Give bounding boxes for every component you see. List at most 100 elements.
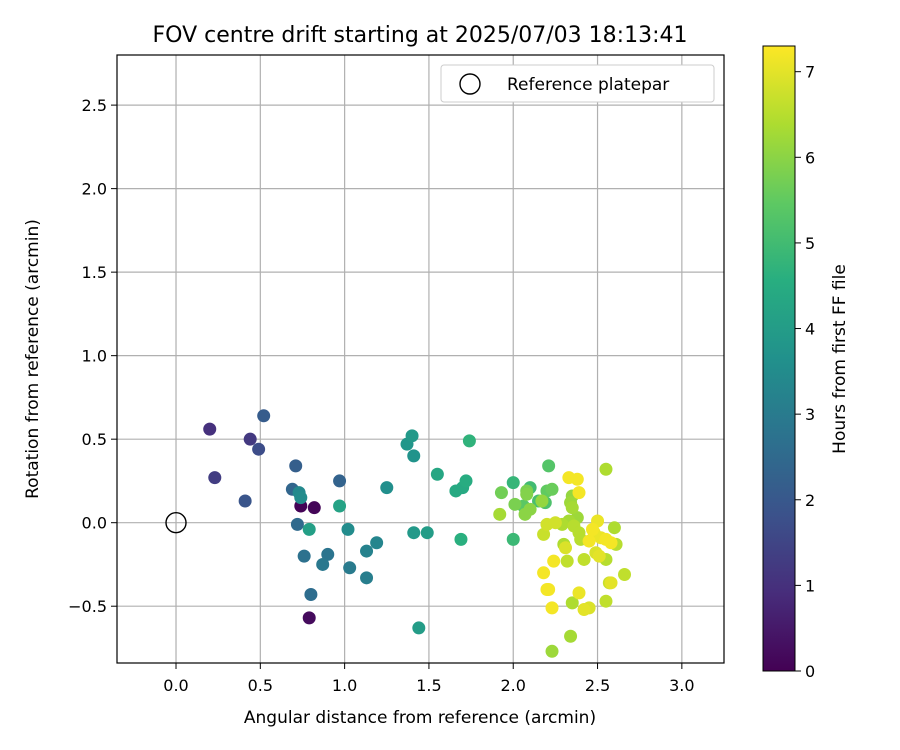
data-point: [564, 629, 578, 643]
x-tick-label: 2.5: [585, 676, 610, 695]
data-point: [537, 527, 551, 541]
data-point: [302, 611, 316, 625]
data-point: [565, 596, 579, 610]
legend: Reference platepar: [440, 64, 715, 103]
legend-box: [440, 64, 715, 103]
data-point: [535, 494, 549, 508]
colorbar-ticks: 0 1 2 3 4 5 6 7: [795, 63, 815, 681]
x-tick-label: 3.0: [669, 676, 694, 695]
data-point: [459, 474, 473, 488]
colorbar-tick-label: 3: [805, 405, 815, 424]
y-tick-label: 2.5: [82, 96, 107, 115]
data-point: [289, 459, 303, 473]
data-point: [562, 471, 576, 485]
grid-lines: [117, 55, 724, 663]
data-point: [208, 471, 222, 485]
data-point: [454, 532, 468, 546]
x-tick-label: 1.0: [332, 676, 357, 695]
colorbar-tick-label: 5: [805, 234, 815, 253]
data-point: [412, 621, 426, 635]
data-point: [333, 499, 347, 513]
colorbar: 0 1 2 3 4 5 6 7 Hours from first FF file: [762, 45, 850, 681]
data-point: [407, 449, 421, 463]
data-point: [542, 459, 556, 473]
x-tick-label: 1.5: [416, 676, 441, 695]
data-point: [577, 603, 591, 617]
data-point: [343, 561, 357, 575]
legend-label: Reference platepar: [507, 75, 669, 95]
data-point: [316, 557, 330, 571]
data-point: [341, 522, 355, 536]
data-point: [565, 501, 579, 515]
y-tick-label: 0.0: [82, 514, 107, 533]
data-point: [257, 409, 271, 423]
data-point: [360, 571, 374, 585]
data-point: [243, 432, 257, 446]
data-point: [599, 462, 613, 476]
data-point: [370, 536, 384, 550]
x-tick-label: 0.0: [163, 676, 188, 695]
x-axis-label: Angular distance from reference (arcmin): [244, 708, 596, 728]
reference-platepar-marker: [165, 511, 187, 534]
y-ticks: −0.5 0.0 0.5 1.0 1.5 2.0 2.5: [68, 96, 117, 616]
chart-title: FOV centre drift starting at 2025/07/03 …: [153, 23, 688, 48]
y-axis-label: Rotation from reference (arcmin): [23, 219, 43, 499]
legend-open-circle-icon: [459, 73, 481, 95]
data-point: [582, 534, 596, 548]
data-point: [297, 549, 311, 563]
data-point: [585, 522, 599, 536]
colorbar-tick-label: 2: [805, 491, 815, 510]
y-tick-label: 1.5: [82, 263, 107, 282]
data-point: [545, 482, 559, 496]
data-point: [302, 522, 316, 536]
data-point: [592, 549, 606, 563]
data-point: [518, 507, 532, 521]
data-point: [607, 521, 621, 535]
colorbar-tick-label: 0: [805, 662, 815, 681]
data-point: [559, 541, 573, 555]
data-point: [560, 554, 574, 568]
data-point: [520, 487, 534, 501]
plot-frame: [116, 54, 725, 664]
data-point: [252, 442, 266, 456]
data-point: [407, 526, 421, 540]
colorbar-tick-label: 6: [805, 148, 815, 167]
x-tick-label: 0.5: [248, 676, 273, 695]
colorbar-tick-label: 7: [805, 63, 815, 82]
reference-marker-layer: [165, 511, 187, 534]
colorbar-tick-label: 4: [805, 320, 815, 339]
data-point: [430, 467, 444, 481]
y-tick-label: 1.0: [82, 347, 107, 366]
data-point: [321, 547, 335, 561]
data-point: [548, 516, 562, 530]
y-tick-label: 0.5: [82, 430, 107, 449]
data-point: [462, 434, 476, 448]
data-point: [547, 554, 561, 568]
data-point: [405, 429, 419, 443]
data-point: [506, 476, 520, 490]
data-point: [599, 594, 613, 608]
colorbar-tick-label: 1: [805, 576, 815, 595]
y-tick-label: −0.5: [68, 597, 107, 616]
data-point: [604, 576, 618, 590]
data-point: [493, 507, 507, 521]
data-point: [494, 486, 508, 500]
data-point: [238, 494, 252, 508]
data-point: [618, 567, 632, 581]
data-point: [294, 491, 308, 505]
data-point: [304, 588, 318, 602]
y-tick-label: 2.0: [82, 180, 107, 199]
data-point: [420, 526, 434, 540]
data-point: [360, 544, 374, 558]
data-point: [572, 526, 586, 540]
data-point: [604, 536, 618, 550]
data-point: [508, 497, 522, 511]
data-point: [333, 474, 347, 488]
colorbar-label: Hours from first FF file: [830, 264, 850, 454]
data-point: [307, 501, 321, 515]
x-tick-label: 2.0: [501, 676, 526, 695]
data-point: [380, 481, 394, 495]
points-layer: [203, 409, 632, 658]
data-point: [572, 486, 586, 500]
data-point: [577, 552, 591, 566]
